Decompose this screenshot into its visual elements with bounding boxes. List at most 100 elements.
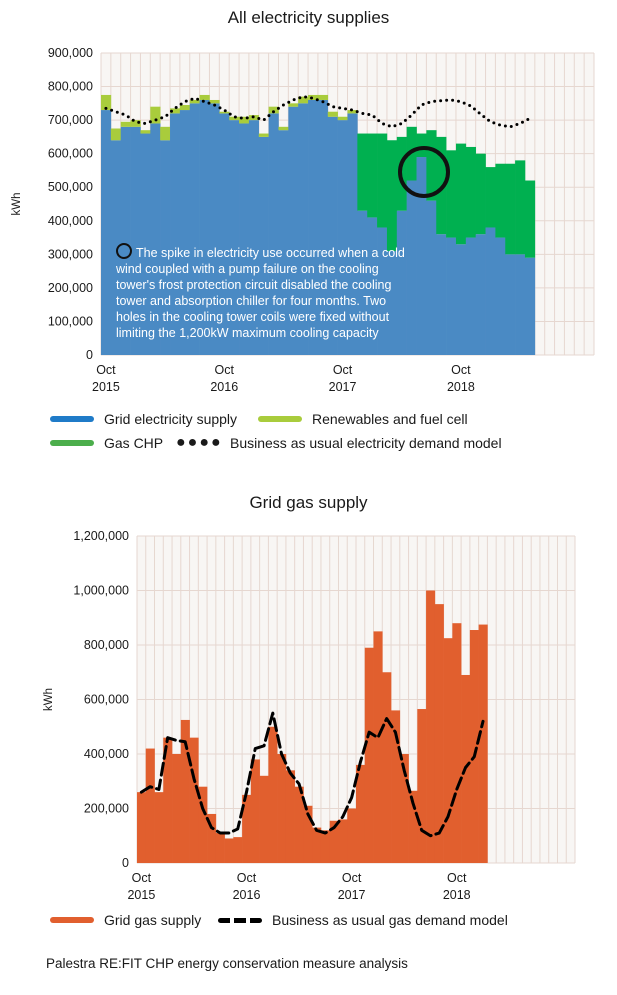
bar-grid-electricity-supply: [367, 217, 378, 355]
y-tick-label: 400,000: [84, 747, 129, 761]
y-tick-label: 1,000,000: [73, 584, 129, 598]
y-tick-label: 600,000: [84, 693, 129, 707]
bar-grid-electricity-supply: [219, 113, 230, 356]
bar-grid-electricity-supply: [446, 237, 457, 355]
legend-dashes-icon: [218, 917, 262, 923]
y-tick-label: 100,000: [48, 314, 93, 328]
bar-grid-electricity-supply: [298, 103, 309, 355]
bar-gas-chp: [505, 163, 516, 255]
bar-grid-electricity-supply: [130, 126, 141, 355]
legend-label-gas: Grid gas supply: [104, 912, 202, 928]
bar-renewables-and-fuel-cell: [199, 94, 210, 100]
bar-grid-gas-supply: [207, 813, 217, 863]
bar-renewables-and-fuel-cell: [317, 94, 329, 100]
x-tick-year: 2017: [329, 380, 357, 394]
bar-grid-gas-supply: [277, 754, 287, 863]
bar-grid-electricity-supply: [386, 250, 398, 355]
circle-marker-icon: [116, 243, 132, 259]
bar-grid-electricity-supply: [179, 110, 191, 356]
bar-renewables-and-fuel-cell: [179, 105, 191, 111]
bar-grid-electricity-supply: [436, 234, 447, 355]
bar-grid-electricity-supply: [268, 113, 279, 356]
annotation-text: The spike in electricity use occurred wh…: [116, 243, 406, 341]
bar-grid-gas-supply: [137, 792, 147, 863]
bar-gas-chp: [357, 133, 368, 211]
bar-renewables-and-fuel-cell: [101, 94, 112, 111]
legend-dots-icon: ●●●●: [176, 434, 223, 451]
bar-grid-electricity-supply: [377, 227, 388, 355]
bar-renewables-and-fuel-cell: [140, 130, 151, 134]
x-tick-year: 2016: [233, 888, 261, 902]
bar-grid-electricity-supply: [495, 237, 506, 355]
y-tick-label: 500,000: [48, 180, 93, 194]
series-line-bau: [139, 711, 485, 838]
bar-gas-chp: [377, 133, 388, 228]
bar-grid-electricity-supply: [239, 123, 250, 355]
gas-chart: 0 200,000 400,000 600,000 800,000 1,000,000 1,…: [43, 529, 576, 902]
bar-grid-gas-supply: [408, 790, 418, 863]
bar-grid-gas-supply: [198, 786, 208, 863]
y-tick-label: 300,000: [48, 247, 93, 261]
bar-grid-electricity-supply: [357, 210, 368, 355]
x-tick-label: Oct: [96, 363, 116, 377]
bar-gas-chp: [446, 150, 457, 238]
y-tick-label: 0: [86, 348, 93, 362]
bar-grid-gas-supply: [329, 820, 339, 863]
bar-gas-chp: [475, 153, 486, 235]
x-tick-year: 2018: [443, 888, 471, 902]
y-tick-label: 900,000: [48, 46, 93, 60]
bar-renewables-and-fuel-cell: [347, 110, 358, 114]
bar-grid-electricity-supply: [110, 140, 122, 355]
bar-grid-electricity-supply: [278, 130, 289, 355]
bar-grid-electricity-supply: [426, 200, 437, 355]
bar-grid-gas-supply: [426, 590, 436, 863]
bar-grid-gas-supply: [163, 737, 173, 863]
bar-renewables-and-fuel-cell: [239, 116, 250, 124]
bar-grid-electricity-supply: [416, 157, 427, 355]
bar-grid-gas-supply: [347, 808, 357, 863]
bar-grid-gas-supply: [382, 672, 392, 863]
bar-renewables-and-fuel-cell: [337, 116, 348, 121]
legend-item-grid: Grid electricity supply: [50, 411, 237, 427]
annotation-body: The spike in electricity use occurred wh…: [116, 246, 405, 340]
bar-grid-gas-supply: [399, 754, 409, 863]
y-tick-label: 700,000: [48, 113, 93, 127]
bar-gas-chp: [465, 146, 476, 238]
bar-renewables-and-fuel-cell: [268, 106, 279, 114]
bar-grid-gas-supply: [312, 827, 322, 863]
bar-grid-electricity-supply: [120, 126, 131, 355]
legend-item-gas: Grid gas supply: [50, 912, 201, 928]
bar-grid-electricity-supply: [189, 103, 200, 355]
bar-grid-electricity-supply: [229, 120, 240, 355]
legend-swatch-renewables: [258, 416, 302, 422]
bar-grid-gas-supply: [391, 710, 401, 863]
spike-highlight-ring: [398, 146, 450, 198]
legend-label-grid: Grid electricity supply: [104, 411, 238, 427]
bar-grid-gas-supply: [320, 830, 331, 863]
bar-gas-chp: [436, 136, 447, 235]
bar-gas-chp: [386, 140, 398, 251]
bar-gas-chp: [515, 160, 526, 255]
legend-label-bau-gas: Business as usual gas demand model: [272, 912, 508, 928]
x-tick-year: 2016: [210, 380, 238, 394]
chart-title-gas: Grid gas supply: [249, 493, 368, 512]
bar-gas-chp: [524, 180, 536, 258]
x-tick-year: 2017: [338, 888, 366, 902]
bar-grid-gas-supply: [303, 805, 313, 863]
bar-grid-gas-supply: [452, 623, 462, 863]
bar-grid-electricity-supply: [248, 120, 260, 355]
x-tick-label: Oct: [447, 871, 467, 885]
bar-renewables-and-fuel-cell: [120, 121, 131, 127]
bar-renewables-and-fuel-cell: [229, 116, 240, 121]
bar-renewables-and-fuel-cell: [298, 96, 309, 104]
bar-renewables-and-fuel-cell: [219, 111, 230, 114]
bar-grid-gas-supply: [154, 792, 164, 863]
bar-grid-gas-supply: [180, 719, 190, 863]
bar-gas-chp: [485, 167, 496, 228]
bar-renewables-and-fuel-cell: [160, 126, 171, 141]
legend-swatch-grid: [50, 416, 94, 422]
chart-title-electricity: All electricity supplies: [227, 8, 390, 27]
bar-renewables-and-fuel-cell: [278, 126, 289, 131]
bar-renewables-and-fuel-cell: [308, 94, 319, 100]
bar-grid-electricity-supply: [455, 244, 467, 355]
